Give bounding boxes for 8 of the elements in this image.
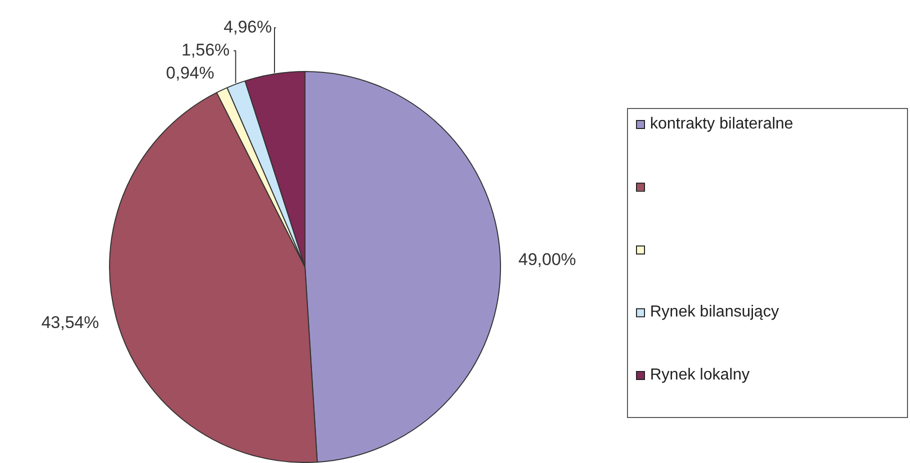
data-label: 4,96% (224, 17, 272, 36)
data-label: 1,56% (181, 40, 230, 60)
legend-label: kontrakty bilateralne (650, 115, 794, 132)
legend-label: Rynek lokalny (650, 366, 750, 384)
data-label: 49,00% (518, 250, 576, 269)
legend-label: Rynek bilansujący (650, 304, 779, 321)
data-label: 43,54% (41, 312, 100, 332)
data-label: 0,94% (166, 63, 214, 82)
